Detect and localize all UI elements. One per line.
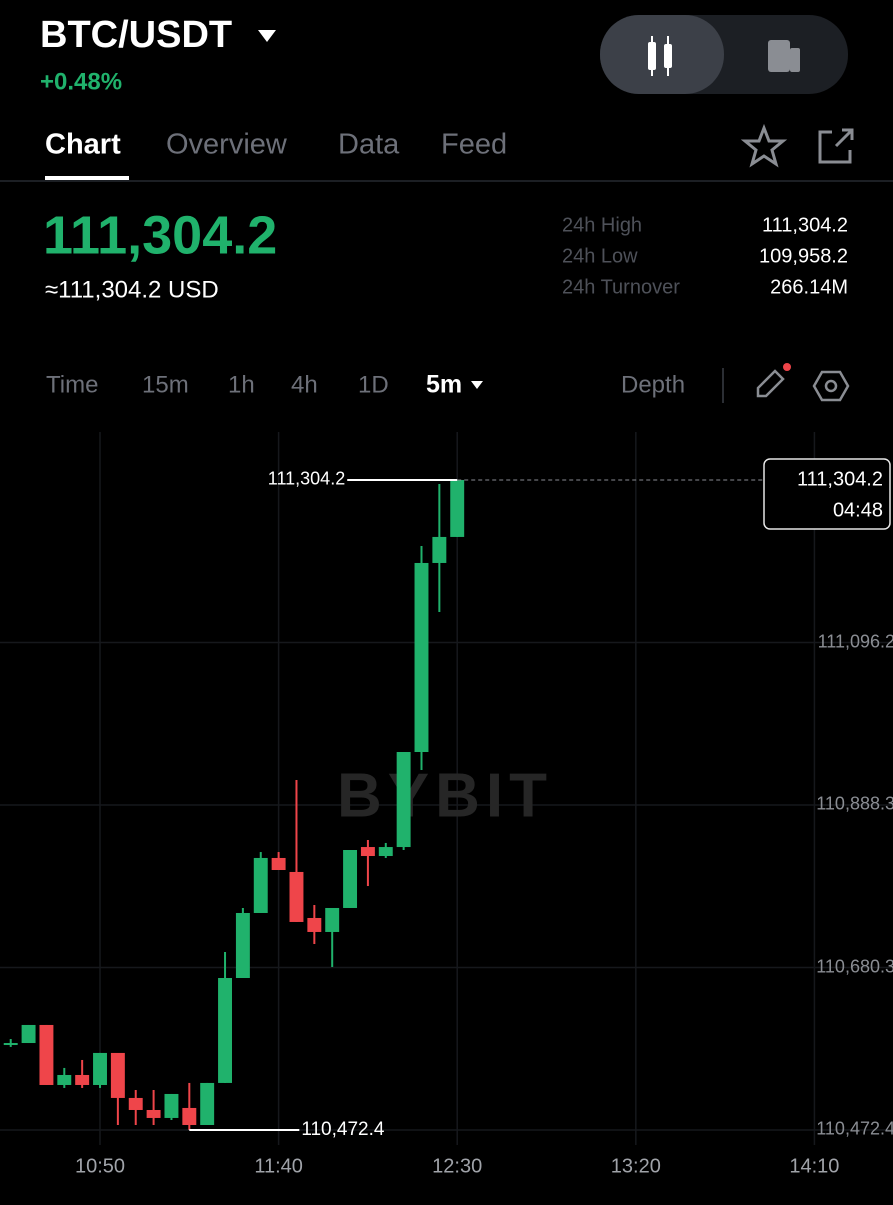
candle-icon [648,36,672,76]
doc-icon[interactable] [768,40,800,72]
candle-body [432,536,447,563]
share-icon[interactable] [818,128,854,164]
pair[interactable]: BTC/USDT [40,14,232,56]
y-tick-label: 110,680.3 [816,956,893,976]
x-tick-label: 10:50 [75,1155,125,1177]
tab-underline [45,176,129,180]
stat-label: 24h Turnover [562,276,680,298]
tab[interactable]: Data [338,129,400,161]
candle-body [396,752,411,848]
x-tick-label: 12:30 [432,1155,482,1177]
change: +0.48% [40,68,122,95]
settings-icon[interactable] [812,370,850,402]
timeframe-active[interactable]: 5m [426,371,462,399]
timeframe-dropdown[interactable] [471,381,483,389]
candle-body [307,917,322,932]
stat-label: 24h High [562,214,642,236]
min-label: 110,472.4 [301,1119,385,1140]
toggle-chart[interactable] [600,15,724,94]
x-tick-label: 14:10 [789,1155,839,1177]
draw-icon[interactable] [756,369,785,398]
y-tick-label: 111,096.2 [818,631,893,651]
tab[interactable]: Feed [441,129,507,161]
watermark: BYBIT [337,761,553,830]
timeframe[interactable]: 1D [358,371,389,398]
candle-body [200,1082,215,1125]
candle-body [75,1074,90,1085]
candle-body [414,562,429,753]
usd-price: ≈111,304.2 USD [45,276,219,303]
draw-dot [783,363,791,371]
stat-label: 24h Low [562,245,638,267]
candle-body [343,850,358,908]
candle-body [450,479,465,537]
pair-dropdown[interactable] [258,30,276,42]
stat-value: 111,304.2 [762,214,848,236]
star-icon[interactable] [740,123,788,168]
last-price: 111,304.2 [43,205,277,265]
timeframe[interactable]: 15m [142,371,189,398]
timeframe[interactable]: Time [46,371,98,398]
candle-body [253,857,268,913]
y-tick-label: 110,472.4 [816,1119,893,1139]
countdown: 04:48 [833,499,883,521]
candle-body [146,1109,161,1118]
y-tick-label: 110,888.3 [816,794,893,814]
candle-body [360,847,375,857]
candle-body [128,1097,143,1110]
max-label: 111,304.2 [268,469,345,489]
x-tick-label: 13:20 [611,1155,661,1177]
candle-body [325,907,340,932]
candle-body [182,1107,197,1125]
timeframe[interactable]: 1h [228,371,255,398]
stat-value: 266.14M [770,276,848,298]
candle-body [218,978,233,1083]
candle-body [164,1093,179,1118]
timeframe[interactable]: 4h [291,371,318,398]
candle-body [39,1024,54,1085]
tab[interactable]: Overview [166,129,288,161]
tab-active[interactable]: Chart [45,129,121,161]
candle-body [271,857,286,871]
candle-body [378,847,393,857]
candle-body [3,1043,18,1046]
depth[interactable]: Depth [621,371,685,398]
candle-body [93,1052,107,1085]
x-tick-label: 11:40 [254,1155,303,1177]
stat-value: 109,958.2 [759,245,848,267]
candle-body [235,912,250,979]
price-box [763,458,891,530]
candle-body [57,1074,72,1085]
candle-body [110,1052,125,1098]
price-box-label: 111,304.2 [797,468,883,490]
candle-body [21,1024,36,1044]
candle-body [289,871,304,922]
